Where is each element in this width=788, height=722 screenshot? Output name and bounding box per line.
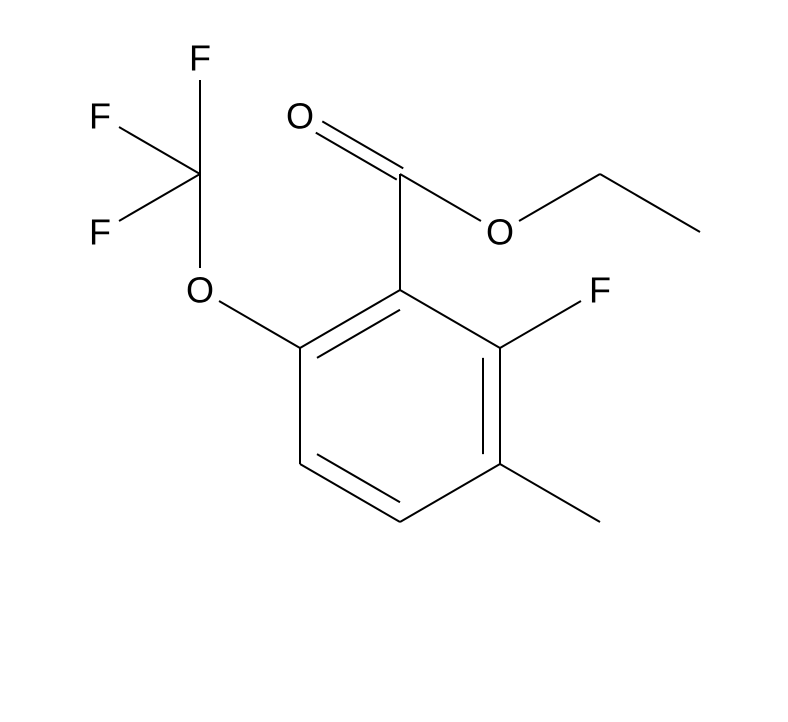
bond [119,127,200,174]
atom-labels-layer: O O F O F F F [89,38,611,311]
atom-label-f: F [189,38,211,79]
bond [600,174,700,232]
bond [322,121,403,168]
bond [316,133,397,180]
atom-label-f: F [589,270,611,311]
bond [119,174,200,221]
atom-label-o: O [186,270,214,311]
bond [219,301,300,348]
bond [317,454,400,502]
bond [519,174,600,221]
bond [400,174,481,221]
atom-label-o: O [486,212,514,253]
atom-label-f: F [89,212,111,253]
bond [500,464,600,522]
bond [400,290,500,348]
bond [317,310,400,358]
atom-label-o: O [286,96,314,137]
molecule-diagram: O O F O F F F [0,0,788,722]
atom-label-f: F [89,96,111,137]
bond [500,301,581,348]
bond [400,464,500,522]
